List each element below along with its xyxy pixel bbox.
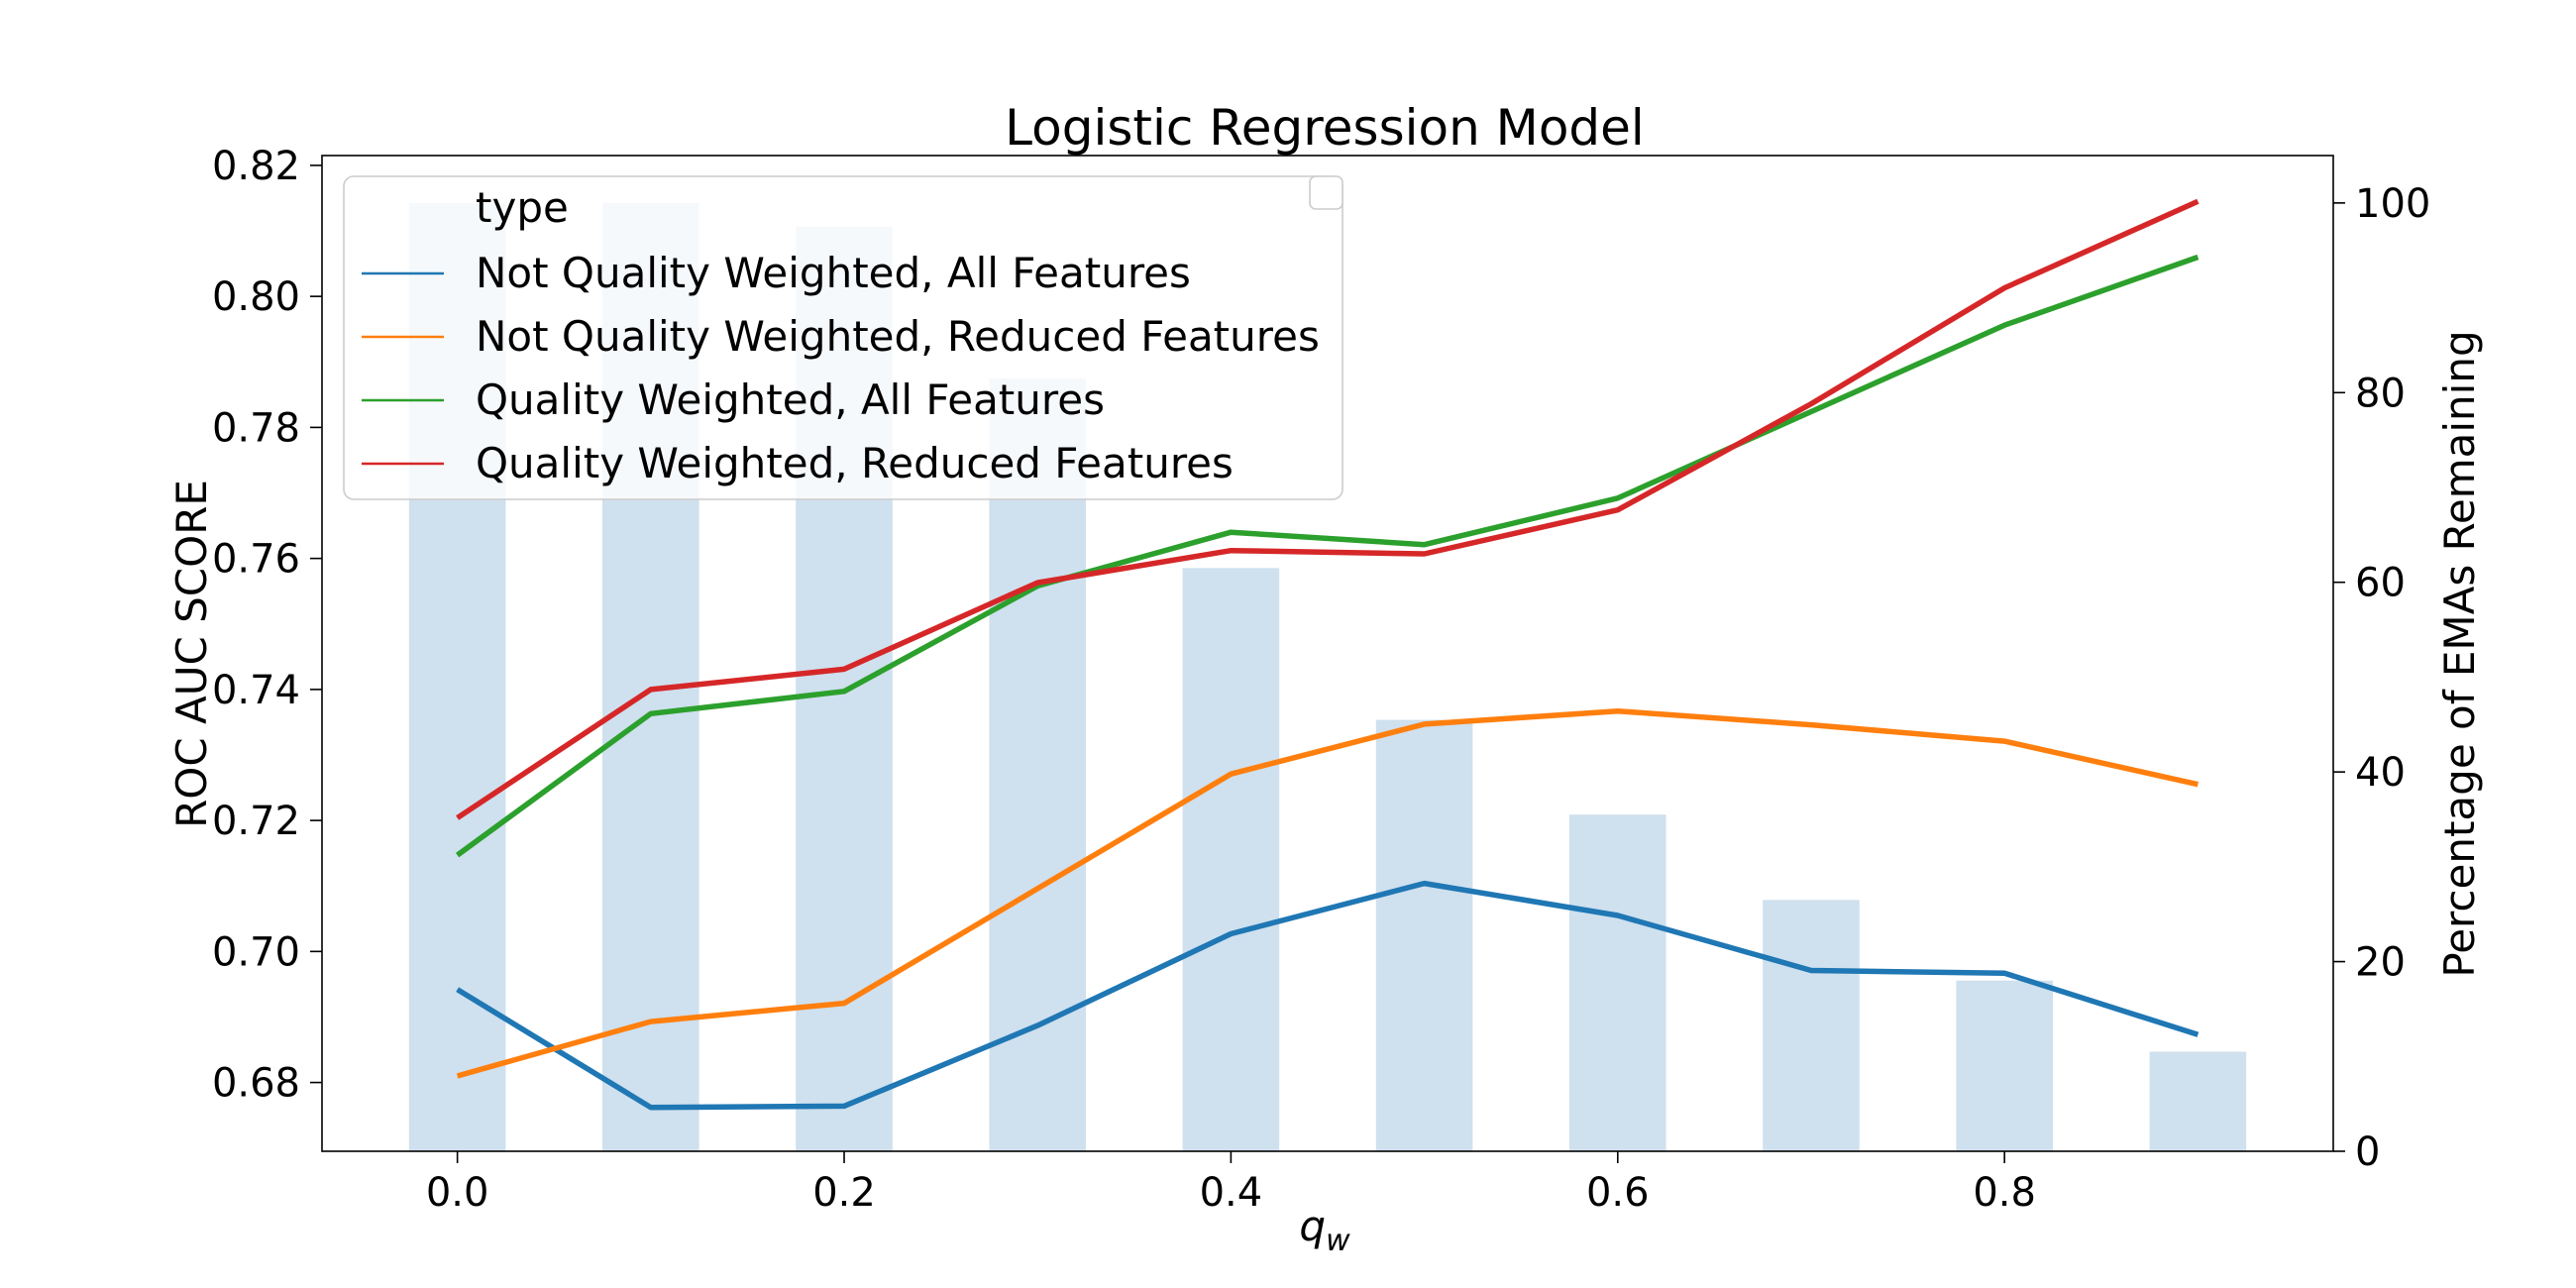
legend-entries: Not Quality Weighted, All Features Not Qu… [362, 249, 1320, 487]
x-axis-label-base: q [1299, 1202, 1326, 1250]
bar-ema-remaining [1375, 719, 1473, 1151]
bar-ema-remaining [1763, 900, 1860, 1151]
y-tick-label: 0.74 [212, 668, 300, 713]
series-line [456, 707, 2199, 1079]
y-tick-label: 0.70 [212, 929, 300, 975]
x-tick-label: 0.6 [1586, 1170, 1650, 1216]
x-axis: 0.0 0.2 0.4 0.6 0.8 [426, 1151, 2036, 1216]
lines-layer [455, 198, 2200, 1111]
y-tick-label: 0.68 [212, 1061, 300, 1107]
bar-ema-remaining [1182, 568, 1280, 1151]
y2-tick-label: 40 [2355, 750, 2406, 796]
legend-box [343, 175, 1343, 500]
legend-label: Quality Weighted, All Features [476, 376, 1105, 424]
empty-secondary-legend-box [1309, 175, 1343, 210]
y2-tick-label: 20 [2355, 940, 2406, 986]
y2-tick-label: 80 [2355, 371, 2406, 416]
x-axis-label: qw [1299, 1202, 1350, 1258]
y-axis-left: 0.68 0.70 0.72 0.74 0.76 0.78 0.80 0.82 [212, 144, 322, 1107]
bar-ema-remaining [1568, 814, 1666, 1151]
y-tick-label: 0.76 [212, 537, 300, 583]
legend: type Not Quality Weighted, All FeaturesN… [343, 175, 1343, 500]
x-tick-label: 0.8 [1973, 1170, 2036, 1216]
legend-label: Not Quality Weighted, Reduced Features [476, 312, 1320, 361]
y-axis-right: 0 20 40 60 80 100 [2333, 181, 2430, 1175]
chart-title: Logistic Regression Model [1005, 99, 1645, 157]
series-line [455, 254, 2200, 858]
bar-ema-remaining [1956, 980, 2053, 1151]
y-tick-label: 0.72 [212, 799, 300, 844]
y-tick-label: 0.82 [212, 144, 300, 189]
x-tick-label: 0.2 [812, 1170, 876, 1216]
y-axis-label: ROC AUC SCORE [167, 480, 216, 828]
plot-area-frame [321, 155, 2334, 1152]
y2-tick-label: 0 [2355, 1129, 2380, 1175]
series-line [456, 880, 2200, 1111]
y-tick-label: 0.80 [212, 274, 300, 320]
y2-tick-label: 100 [2355, 181, 2430, 227]
legend-label: Quality Weighted, Reduced Features [476, 439, 1234, 487]
y-tick-label: 0.78 [212, 405, 300, 451]
legend-label: Not Quality Weighted, All Features [476, 249, 1191, 297]
y2-tick-label: 60 [2355, 561, 2406, 606]
series-line [456, 198, 2200, 820]
bar-ema-remaining [2149, 1051, 2247, 1151]
x-axis-label-subscript: w [1326, 1224, 1350, 1258]
bar-ema-remaining [989, 377, 1087, 1151]
y2-axis-label: Percentage of EMAs Remaining [2435, 330, 2484, 977]
x-tick-label: 0.0 [426, 1170, 489, 1216]
x-tick-label: 0.4 [1200, 1170, 1263, 1216]
legend-title: type [476, 183, 569, 232]
